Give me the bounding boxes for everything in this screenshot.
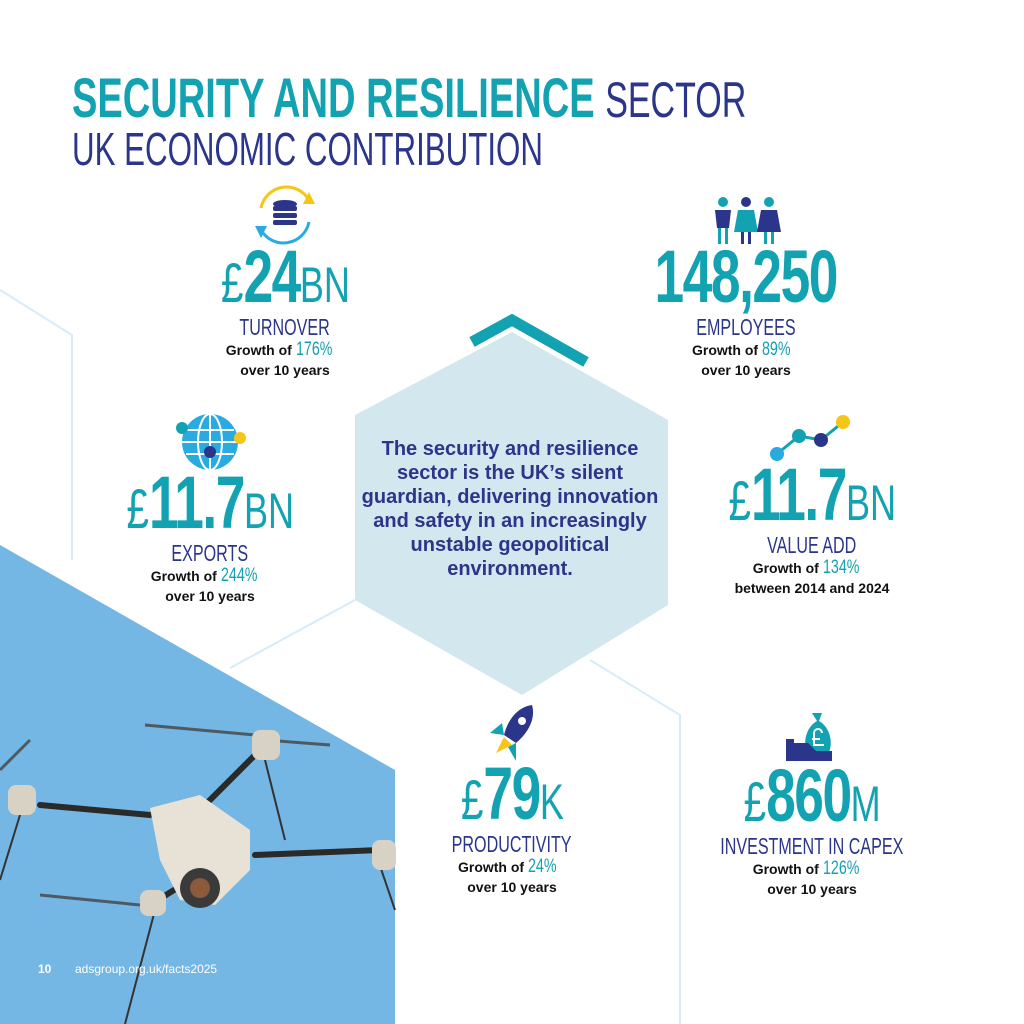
turnover-value: £24BN [220, 235, 350, 318]
productivity-label: PRODUCTIVITY [452, 831, 572, 857]
employees-growth: Growth of 89% [691, 339, 791, 360]
value-add-value: £11.7BN [728, 453, 896, 536]
exports-period: over 10 years [165, 588, 255, 604]
productivity-period: over 10 years [467, 879, 557, 895]
hex-outline [589, 659, 681, 1024]
stat-turnover: £24BN TURNOVER Growth of 176% over 10 ye… [135, 178, 435, 380]
globe-icon [60, 408, 360, 474]
drone-photo-background [0, 545, 395, 1024]
stat-productivity: £79K PRODUCTIVITY Growth of 24% over 10 … [362, 695, 662, 897]
employees-value: 148,250 [654, 235, 839, 318]
hand-money-bag-icon [662, 697, 962, 767]
rocket-icon [362, 695, 662, 765]
title-highlight: SECURITY AND RESILIENCE [72, 66, 595, 129]
footer-url[interactable]: adsgroup.org.uk/facts2025 [75, 962, 218, 976]
capex-period: over 10 years [767, 881, 857, 897]
capex-growth: Growth of 126% [752, 858, 860, 879]
exports-label: EXPORTS [171, 540, 249, 566]
turnover-period: over 10 years [240, 362, 330, 378]
employees-label: EMPLOYEES [696, 314, 796, 340]
exports-growth: Growth of 244% [150, 565, 258, 586]
coins-cycle-icon [135, 178, 435, 248]
chevron-accent [469, 313, 589, 367]
center-hexagon [355, 332, 668, 695]
page-subtitle: UK ECONOMIC CONTRIBUTION [72, 126, 765, 172]
people-icon [596, 178, 896, 248]
value-add-period: between 2014 and 2024 [734, 580, 890, 596]
drone-photo [0, 723, 396, 1024]
productivity-growth: Growth of 24% [457, 856, 557, 877]
productivity-value: £79K [460, 752, 564, 835]
stat-capex: £860M INVESTMENT IN CAPEX Growth of 126%… [662, 697, 962, 899]
line-graph-icon [662, 400, 962, 466]
stat-employees: 148,250 EMPLOYEES Growth of 89% over 10 … [596, 178, 896, 380]
exports-value: £11.7BN [126, 461, 294, 544]
hex-outline [229, 599, 356, 669]
value-add-growth: Growth of 134% [752, 557, 860, 578]
stat-value-add: £11.7BN VALUE ADD Growth of 134% between… [662, 400, 962, 598]
center-statement: The security and resilience sector is th… [361, 438, 659, 580]
page-number: 10 [38, 962, 52, 976]
value-add-label: VALUE ADD [767, 532, 857, 558]
turnover-label: TURNOVER [239, 314, 331, 340]
hex-outline [0, 289, 73, 560]
capex-label: INVESTMENT IN CAPEX [720, 833, 904, 859]
page-title: SECURITY AND RESILIENCE SECTOR [72, 70, 1024, 127]
title-rest: SECTOR [605, 72, 747, 128]
subtitle-text: UK ECONOMIC CONTRIBUTION [72, 123, 543, 175]
turnover-growth: Growth of 176% [225, 339, 333, 360]
stat-exports: £11.7BN EXPORTS Growth of 244% over 10 y… [60, 408, 360, 606]
capex-value: £860M [743, 754, 881, 837]
employees-period: over 10 years [701, 362, 791, 378]
